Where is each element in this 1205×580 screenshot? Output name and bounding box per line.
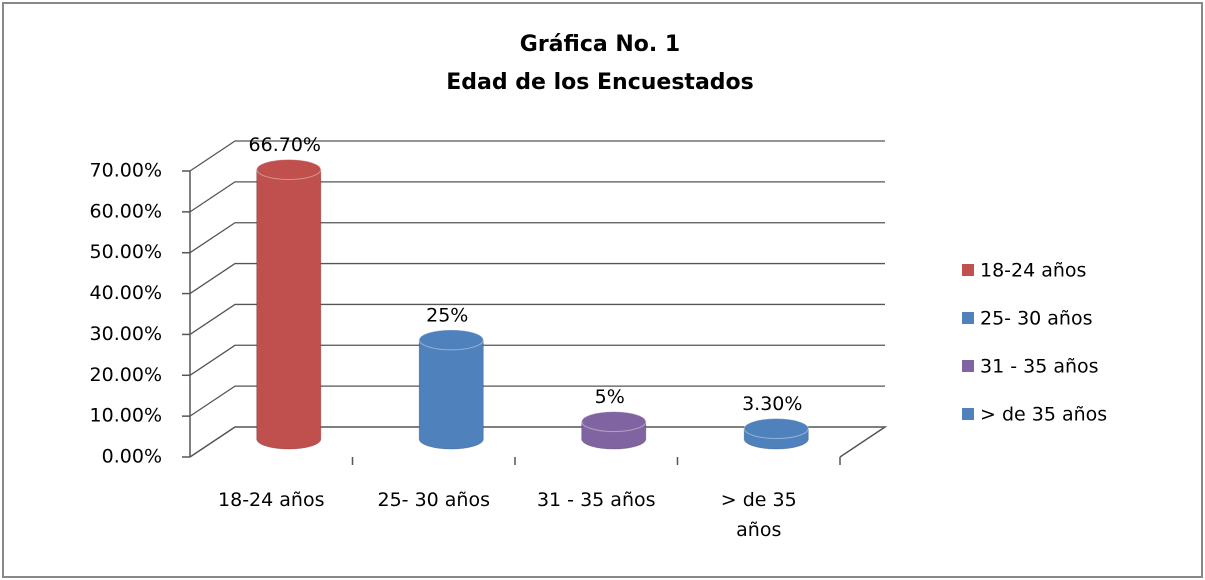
grid-line — [189, 222, 885, 254]
x-tick-label: 31 - 35 años — [536, 489, 656, 511]
legend-label: 31 - 35 años — [980, 356, 1099, 378]
value-label: 25% — [426, 304, 468, 326]
bar — [418, 329, 484, 450]
grid-line — [189, 385, 885, 417]
y-tick-label: 50.00% — [90, 241, 162, 263]
y-tick-label: 10.00% — [90, 405, 162, 427]
bar — [743, 418, 809, 450]
bar — [256, 158, 322, 450]
x-tick-label: 18-24 años — [218, 489, 325, 511]
grid-line — [189, 303, 885, 335]
x-tick-label: 25- 30 años — [377, 489, 491, 511]
y-tick-label: 70.00% — [90, 160, 162, 182]
floor — [189, 426, 888, 458]
legend-swatch — [962, 264, 974, 276]
grid-line — [189, 262, 885, 295]
x-tick-label: > de 35 años — [720, 489, 797, 541]
legend-swatch — [962, 408, 974, 420]
value-label: 5% — [595, 386, 625, 408]
grid-line — [189, 344, 885, 376]
legend-label: 18-24 años — [980, 260, 1086, 282]
y-tick-label: 60.00% — [90, 200, 162, 222]
y-tick-label: 40.00% — [90, 282, 162, 304]
legend-label: > de 35 años — [980, 404, 1107, 426]
y-tick-label: 30.00% — [90, 323, 162, 345]
legend-swatch — [962, 312, 974, 324]
chart-subtitle: Edad de los Encuestados — [446, 70, 754, 95]
chart-title: Gráfica No. 1 — [520, 32, 680, 57]
grid-line — [189, 140, 885, 172]
value-label: 66.70% — [249, 134, 321, 156]
grid-line — [189, 181, 885, 213]
y-tick-label: 20.00% — [90, 364, 162, 386]
bar — [581, 411, 647, 450]
legend-swatch — [962, 360, 974, 372]
value-label: 3.30% — [742, 393, 802, 415]
legend-label: 25- 30 años — [980, 308, 1093, 330]
y-tick-label: 0.00% — [102, 446, 162, 468]
